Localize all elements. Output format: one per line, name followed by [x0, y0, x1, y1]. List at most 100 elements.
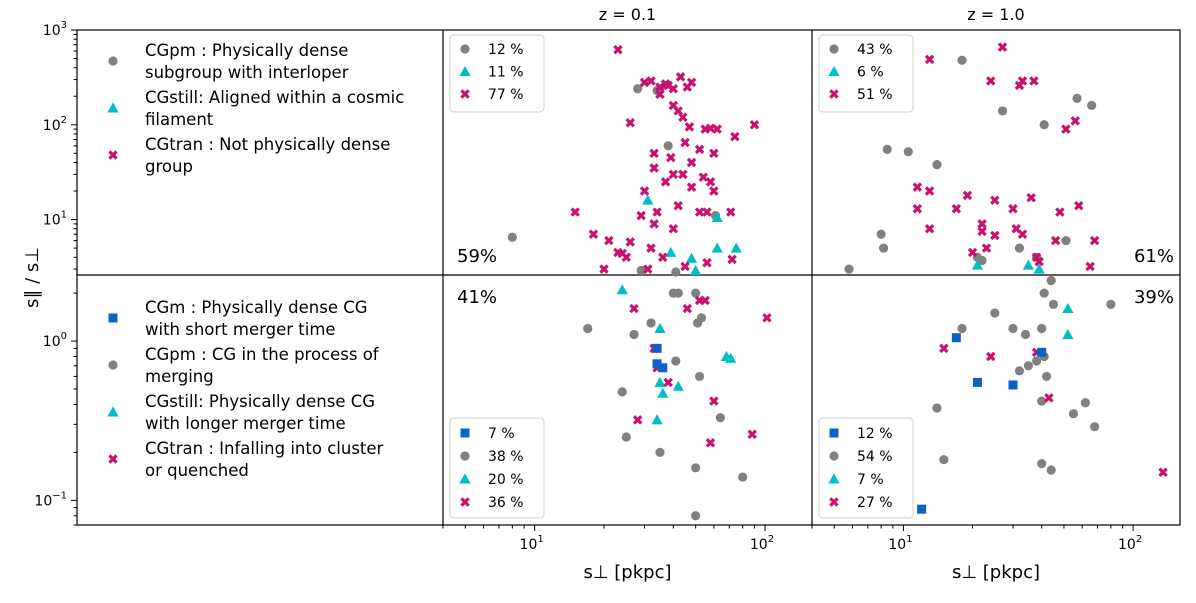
x-stroke	[617, 248, 627, 259]
data-point-tran	[705, 177, 716, 187]
inset-legend-marker	[460, 497, 470, 507]
data-point-pm	[1023, 361, 1033, 371]
x-stroke	[686, 182, 697, 192]
data-point-tran	[694, 207, 705, 217]
data-point-tran	[625, 237, 635, 247]
inset-legend-marker	[460, 428, 470, 438]
x-stroke	[678, 169, 688, 180]
data-point-tran	[1055, 207, 1065, 217]
x-stroke	[625, 118, 635, 128]
data-point-pm	[990, 308, 1000, 318]
y-tick-label: 10−1	[34, 490, 67, 509]
inset-legend-marker	[460, 451, 470, 461]
x-stroke	[649, 219, 659, 229]
x-stroke	[705, 437, 716, 448]
data-point-tran	[629, 303, 639, 314]
y-tick-label: 102	[43, 115, 67, 134]
data-point-pm	[696, 313, 707, 323]
figure-frame	[76, 29, 1181, 526]
data-point-pm	[844, 264, 854, 274]
data-point-tran	[1158, 467, 1168, 478]
data-point-tran	[673, 200, 683, 211]
data-point-pm	[691, 288, 701, 298]
data-point-pm	[507, 232, 517, 242]
x-stroke	[680, 261, 690, 272]
data-point-still	[651, 414, 663, 425]
inset-legend-label: 12 %	[488, 42, 524, 58]
data-point-tran	[678, 112, 688, 123]
data-point-pm	[957, 323, 967, 334]
data-point-pm	[617, 387, 627, 397]
data-point-tran	[1089, 235, 1100, 246]
legend-top-marker	[108, 150, 118, 160]
inset-legend-label: 51 %	[857, 87, 893, 103]
data-point-m	[972, 377, 982, 387]
x-stroke	[762, 313, 772, 323]
x-stroke	[912, 182, 923, 192]
data-point-tran	[924, 54, 935, 65]
chart-text: 10−1 100 101 102 103 101 102 s⊥ [pkpc] 101 102 s⊥ …	[22, 5, 1174, 583]
y-axis-label: s∥ / s⊥	[22, 247, 43, 308]
y-tick-label: 103	[43, 20, 67, 39]
data-point-tran	[939, 343, 949, 354]
data-point-pm	[1014, 366, 1025, 376]
x-axis-label: s⊥ [pkpc]	[952, 562, 1040, 583]
x-stroke	[829, 89, 839, 99]
x-stroke	[694, 207, 705, 217]
x-stroke	[668, 169, 679, 180]
x-stroke	[658, 252, 668, 262]
x-stroke	[649, 163, 659, 173]
data-point-pm	[997, 106, 1008, 116]
inset-legend-marker	[829, 497, 839, 507]
data-point-tran	[951, 204, 962, 214]
data-point-pm	[1031, 356, 1042, 366]
data-point-tran	[1074, 200, 1084, 211]
data-point-tran	[705, 123, 716, 133]
data-point-tran	[1026, 192, 1036, 203]
y-tick-label: 100	[43, 331, 67, 350]
x-stroke	[1011, 224, 1022, 234]
x-stroke	[604, 235, 614, 246]
x-stroke	[924, 186, 935, 196]
data-point-pm	[1090, 422, 1100, 432]
data-point-pm	[738, 472, 748, 482]
x-stroke	[939, 343, 949, 354]
data-point-tran	[686, 157, 697, 168]
data-point-tran	[678, 169, 688, 180]
x-stroke	[951, 204, 962, 214]
data-point-still	[665, 246, 677, 257]
top-percent: 61%	[1134, 246, 1174, 267]
data-point-tran	[712, 124, 722, 134]
x-stroke	[570, 207, 580, 217]
data-point-pm	[646, 318, 656, 328]
data-point-pm	[1048, 299, 1059, 309]
x-tick-label: 102	[750, 534, 774, 553]
x-stroke	[1055, 207, 1065, 217]
data-point-tran	[730, 131, 740, 142]
x-stroke	[747, 429, 757, 439]
data-point-m	[917, 504, 927, 514]
x-tick-label: 102	[1118, 534, 1142, 553]
x-stroke	[1008, 204, 1018, 214]
data-point-tran	[649, 163, 659, 173]
legend-top-marker	[108, 56, 118, 66]
x-stroke	[649, 148, 659, 159]
data-point-still	[654, 322, 666, 333]
inset-legend-label: 20 %	[488, 472, 524, 488]
x-stroke	[646, 76, 656, 86]
x-stroke	[709, 148, 719, 159]
x-stroke	[967, 247, 978, 258]
x-stroke	[712, 124, 722, 134]
x-stroke	[725, 207, 736, 217]
inset-legend-marker	[828, 65, 840, 76]
data-point-still	[711, 242, 723, 253]
x-stroke	[1029, 76, 1039, 86]
data-point-pm	[957, 55, 967, 65]
x-stroke	[682, 303, 693, 314]
x-stroke	[621, 252, 632, 262]
top-percent: 59%	[457, 246, 497, 267]
data-point-m	[1037, 347, 1047, 357]
data-point-m	[658, 363, 668, 373]
data-point-tran	[986, 351, 996, 362]
